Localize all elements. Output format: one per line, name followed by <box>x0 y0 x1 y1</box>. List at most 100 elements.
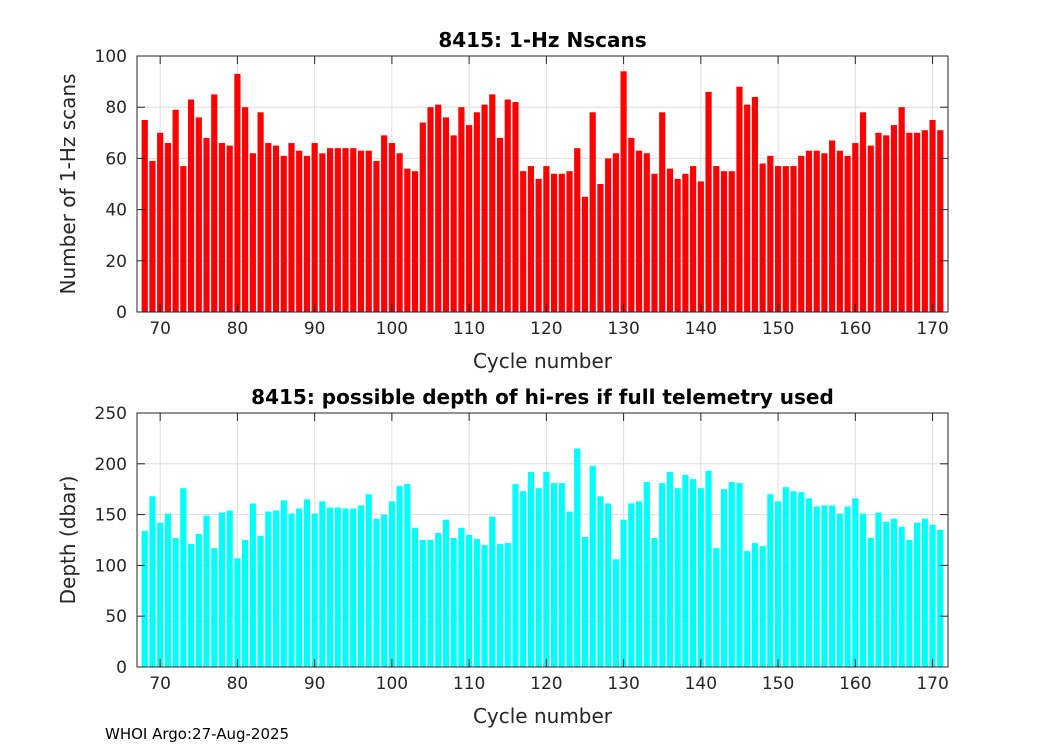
top-bar <box>288 143 295 312</box>
top-bar <box>736 86 743 312</box>
bottom-bar <box>141 530 148 667</box>
top-bar <box>767 155 774 312</box>
bottom-bar <box>481 545 488 667</box>
bottom-bar <box>180 488 187 667</box>
top-bar <box>527 166 535 312</box>
bottom-bar <box>836 513 843 667</box>
bottom-bar <box>187 544 195 667</box>
bottom-bar <box>496 544 504 667</box>
bottom-bar <box>272 510 280 667</box>
top-bar <box>581 196 589 312</box>
top-bar <box>411 171 419 312</box>
top-bar <box>697 181 704 312</box>
top-bar <box>566 171 573 312</box>
bottom-bar <box>427 540 434 667</box>
bottom-bar <box>357 505 365 667</box>
bottom-bar <box>527 471 535 667</box>
top-y-axis-label: Number of 1-Hz scans <box>56 74 80 295</box>
top-bar <box>643 153 650 312</box>
bottom-y-axis-label: Depth (dbar) <box>56 476 80 605</box>
bottom-bar <box>203 515 210 667</box>
top-xtick-label: 90 <box>304 319 326 339</box>
bottom-bar <box>929 524 936 667</box>
top-bar <box>280 155 287 312</box>
bottom-bar <box>319 501 326 667</box>
top-bar <box>597 184 604 312</box>
top-bar <box>396 153 403 312</box>
bottom-xtick-label: 160 <box>839 674 871 694</box>
bottom-axes-box <box>136 412 949 668</box>
top-bar <box>458 107 465 312</box>
bottom-xtick-label: 100 <box>376 674 408 694</box>
top-bar <box>357 150 365 312</box>
top-bar <box>836 150 843 312</box>
top-bar <box>442 117 450 312</box>
top-bar <box>659 112 666 312</box>
top-bar <box>481 104 488 312</box>
top-xtick-label: 140 <box>685 319 717 339</box>
bottom-bar <box>713 548 720 667</box>
bottom-xtick-label: 110 <box>453 674 485 694</box>
top-ytick-label: 80 <box>105 98 127 118</box>
top-ytick-label: 100 <box>95 47 127 67</box>
top-bar <box>612 153 619 312</box>
bottom-bar <box>659 483 666 667</box>
top-bar <box>635 150 643 312</box>
bottom-bar <box>759 546 766 667</box>
top-bar <box>929 120 936 312</box>
bottom-bar <box>535 488 542 667</box>
top-bar <box>404 168 411 312</box>
top-bar <box>890 125 898 313</box>
bottom-bar <box>458 527 465 667</box>
bottom-bar <box>195 533 202 667</box>
top-bar <box>682 173 689 312</box>
bottom-bar <box>342 508 349 667</box>
top-bar <box>211 94 218 313</box>
bottom-bar <box>234 558 241 667</box>
bottom-bar <box>914 522 921 667</box>
bottom-bar <box>859 513 867 667</box>
bottom-bar <box>249 503 256 667</box>
bottom-bar <box>226 510 233 667</box>
top-bar <box>914 132 921 312</box>
top-bar <box>628 137 635 312</box>
top-bar <box>141 120 148 312</box>
bottom-xtick-label: 150 <box>762 674 794 694</box>
bottom-bar <box>157 522 164 667</box>
top-bar <box>180 166 187 312</box>
bottom-bar <box>875 512 882 667</box>
bottom-bar <box>697 488 704 667</box>
top-bar <box>620 71 627 312</box>
top-xtick-label: 160 <box>839 319 871 339</box>
top-bar <box>473 112 480 312</box>
top-bar <box>203 137 210 312</box>
bottom-bar <box>612 559 619 667</box>
bottom-xtick-label: 70 <box>149 674 171 694</box>
bottom-bar <box>705 470 712 667</box>
top-bar <box>589 112 596 312</box>
bottom-ytick-label: 250 <box>95 404 127 424</box>
bottom-x-axis-label: Cycle number <box>473 704 613 728</box>
bottom-bar <box>411 527 419 667</box>
bottom-bar <box>798 492 805 667</box>
bottom-bar <box>365 494 372 667</box>
top-bar <box>921 130 928 312</box>
bottom-bar <box>381 514 388 667</box>
top-bar <box>327 148 334 312</box>
bottom-bar <box>334 507 341 667</box>
bottom-xtick-label: 130 <box>607 674 639 694</box>
bottom-bar <box>720 489 728 667</box>
top-bar <box>759 163 766 312</box>
bottom-bar <box>473 538 480 667</box>
bottom-ytick-label: 50 <box>105 607 127 627</box>
bottom-bar <box>164 513 171 667</box>
bottom-bar <box>404 484 411 667</box>
top-bar <box>713 166 720 312</box>
top-bar <box>852 143 859 312</box>
top-bar <box>651 173 658 312</box>
top-bar <box>365 150 372 312</box>
bottom-bar <box>520 491 527 667</box>
chart-bottom: 70 80 90 100 110 120 130 140 150 160 170 0 50 100 150 2… <box>56 385 949 728</box>
bottom-xtick-label: 90 <box>304 674 326 694</box>
bottom-bar <box>442 519 450 667</box>
